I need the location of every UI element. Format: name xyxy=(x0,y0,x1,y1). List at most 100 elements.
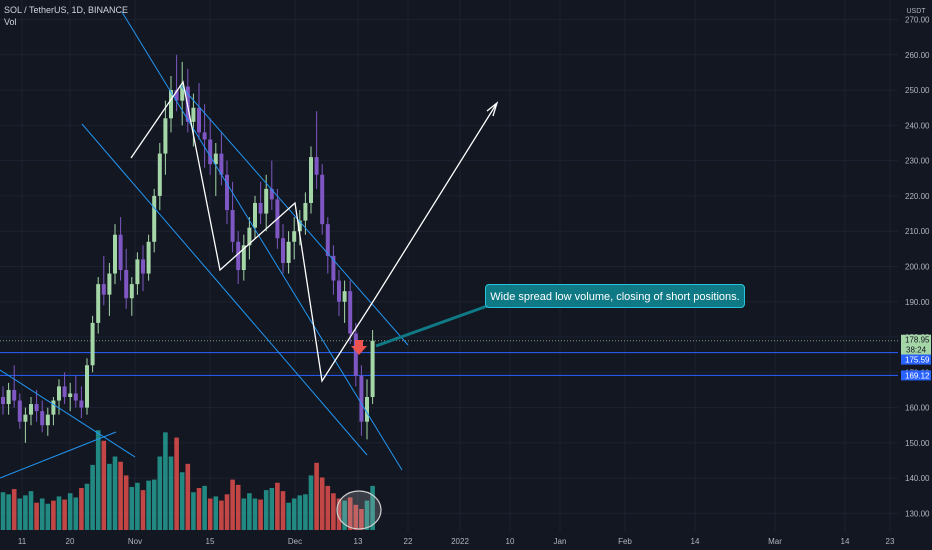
volume-bar xyxy=(252,498,258,530)
volume-bar xyxy=(6,494,11,530)
price-tick-label: 210.00 xyxy=(905,227,930,236)
volume-bar xyxy=(263,490,269,530)
volume-bar xyxy=(308,475,314,530)
candle-body xyxy=(202,132,207,140)
volume-bar xyxy=(11,489,17,530)
volume-bar xyxy=(269,488,275,530)
candle-body xyxy=(135,259,140,285)
price-axis[interactable]: USDT130.00140.00150.00160.00170.00180.00… xyxy=(900,0,932,550)
candle-body xyxy=(320,174,325,225)
price-axis-unit: USDT xyxy=(906,8,926,15)
candle-body xyxy=(107,273,112,295)
candle-body xyxy=(163,118,168,154)
volume-bar xyxy=(101,440,107,530)
time-tick-label: 22 xyxy=(404,537,413,546)
candle-body xyxy=(96,284,101,323)
volume-bar xyxy=(51,500,56,530)
time-axis[interactable]: 11 20 Nov 15 Dec 13 22 2022 10 Jan Feb 14 Mar 14 23 xyxy=(18,537,895,546)
time-tick-label: 14 xyxy=(691,537,700,546)
candle-body xyxy=(359,375,364,422)
volume-bar xyxy=(235,484,241,530)
price-label-value: 169.12 xyxy=(905,371,930,380)
sell-signal-arrow xyxy=(351,340,367,355)
time-tick-label: 13 xyxy=(354,537,363,546)
candle-body xyxy=(174,90,179,101)
price-path-drawing xyxy=(130,80,498,383)
candle-body xyxy=(23,414,28,422)
candle-body xyxy=(264,188,269,214)
candle-body xyxy=(12,389,17,401)
candle-body xyxy=(309,157,313,203)
price-label-value: 178.95 xyxy=(905,336,930,345)
volume-bar xyxy=(123,475,129,530)
candle-body xyxy=(286,241,291,263)
candle-body xyxy=(34,404,39,412)
volume-bar xyxy=(331,493,336,530)
price-tick-label: 240.00 xyxy=(905,121,930,130)
volume-bar xyxy=(34,502,39,530)
candle-body xyxy=(219,153,224,175)
candle-body xyxy=(141,259,145,274)
volume-bar xyxy=(146,480,151,530)
volume-bar xyxy=(140,490,146,530)
candle-body xyxy=(253,202,257,228)
price-tick-label: 160.00 xyxy=(905,404,930,413)
candle-body xyxy=(90,322,95,366)
candle-body xyxy=(146,241,151,274)
candle-body xyxy=(353,333,358,376)
candle-body xyxy=(247,227,252,246)
volume-bar xyxy=(45,503,51,530)
volume-bar xyxy=(364,500,370,530)
volume-bar xyxy=(135,482,140,530)
candle-body xyxy=(241,245,246,270)
candle-body xyxy=(68,393,73,397)
candle-body xyxy=(101,284,106,295)
price-tick-label: 270.00 xyxy=(905,16,930,25)
volume-bar xyxy=(325,485,331,530)
time-tick-label: Feb xyxy=(618,537,632,546)
volume-bar xyxy=(280,491,286,530)
volume-bar xyxy=(213,496,219,530)
volume-bars xyxy=(0,430,375,530)
candle-body xyxy=(225,174,229,211)
volume-bar xyxy=(196,488,202,530)
candle-body xyxy=(342,291,347,302)
candle-body xyxy=(40,411,45,426)
volume-bar xyxy=(224,494,230,530)
candle-body xyxy=(129,284,134,299)
volume-bar xyxy=(151,479,157,530)
time-tick-label: Nov xyxy=(128,537,142,546)
volume-bar xyxy=(297,495,303,530)
volume-bar xyxy=(202,485,207,530)
candle-body xyxy=(191,107,196,122)
volume-highlight-circle xyxy=(336,490,382,530)
candle-body xyxy=(118,234,123,270)
candle-body xyxy=(113,234,117,274)
candle-body xyxy=(124,270,129,299)
volume-bar xyxy=(185,463,191,530)
candle-body xyxy=(236,241,241,270)
price-tick-label: 220.00 xyxy=(905,192,930,201)
price-tick-label: 150.00 xyxy=(905,439,930,448)
volume-bar xyxy=(275,482,280,530)
volume-bar xyxy=(241,498,247,530)
candle-body xyxy=(337,280,341,302)
volume-bar xyxy=(17,498,23,530)
price-tick-label: 250.00 xyxy=(905,86,930,95)
channel-upper-line xyxy=(121,11,403,471)
volume-bar xyxy=(347,497,353,530)
volume-bar xyxy=(207,498,213,530)
time-tick-label: 15 xyxy=(206,537,215,546)
symbol-title[interactable]: SOL / TetherUS, 1D, BINANCE xyxy=(4,5,129,15)
annotation-callout[interactable]: Wide spread low volume, closing of short… xyxy=(485,284,745,308)
price-levels xyxy=(0,340,898,376)
price-label-value: 175.59 xyxy=(905,356,930,365)
volume-bar xyxy=(174,437,179,530)
volume-indicator-label[interactable]: Vol xyxy=(4,17,17,27)
volume-bar xyxy=(359,509,364,530)
candle-body xyxy=(281,238,285,263)
channel-lower-line xyxy=(81,123,368,456)
old-trend-line xyxy=(0,369,136,458)
candle-body xyxy=(230,210,235,242)
